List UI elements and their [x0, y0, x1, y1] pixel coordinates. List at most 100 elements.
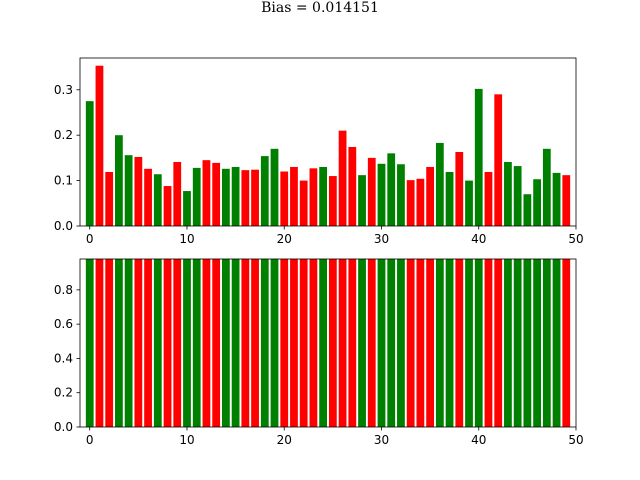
bar-41 — [484, 171, 493, 226]
x-tick-label: 20 — [277, 433, 292, 447]
bar-21 — [290, 166, 298, 226]
bar-26 — [338, 130, 347, 226]
bar-20 — [280, 171, 289, 226]
bar-28 — [358, 175, 366, 226]
bar-24 — [319, 259, 328, 427]
bar-45 — [523, 194, 532, 226]
bar-33 — [406, 259, 415, 427]
bar-10 — [183, 259, 191, 427]
bar-48 — [552, 259, 561, 427]
y-tick-label: 0.1 — [54, 174, 73, 188]
bar-43 — [504, 259, 512, 427]
bar-36 — [435, 259, 444, 427]
bar-22 — [299, 259, 308, 427]
bar-46 — [533, 179, 541, 226]
bar-5 — [134, 156, 143, 226]
bar-4 — [124, 259, 133, 427]
bar-2 — [105, 259, 114, 427]
bar-3 — [115, 135, 123, 226]
bar-17 — [251, 169, 259, 226]
bar-20 — [280, 259, 289, 427]
bar-12 — [202, 259, 211, 427]
bar-9 — [173, 161, 182, 226]
bar-47 — [542, 259, 551, 427]
bar-7 — [153, 259, 162, 427]
x-tick-label: 40 — [471, 433, 486, 447]
bar-41 — [484, 259, 493, 427]
x-tick-label: 10 — [179, 232, 194, 246]
bar-16 — [241, 170, 250, 226]
bar-35 — [426, 166, 435, 226]
x-tick-label: 0 — [86, 433, 94, 447]
axes-frame — [79, 258, 577, 428]
bar-9 — [173, 259, 182, 427]
bar-0 — [85, 101, 94, 226]
bar-7 — [153, 174, 162, 226]
figure-title: Bias = 0.014151 — [261, 0, 379, 16]
bar-11 — [192, 259, 201, 427]
x-tick-label: 40 — [471, 232, 486, 246]
bar-19 — [270, 259, 279, 427]
bar-44 — [513, 259, 522, 427]
bar-26 — [338, 259, 347, 427]
bar-35 — [426, 259, 435, 427]
bar-40 — [474, 88, 483, 226]
bar-33 — [406, 180, 415, 226]
bar-24 — [319, 166, 328, 226]
bar-31 — [387, 259, 396, 427]
x-tick-label: 20 — [277, 232, 292, 246]
bar-23 — [309, 168, 318, 226]
bar-1 — [95, 65, 104, 226]
x-tick-label: 50 — [568, 433, 583, 447]
y-tick-label: 0.0 — [54, 219, 73, 233]
bar-18 — [260, 156, 269, 226]
bar-30 — [377, 259, 386, 427]
bar-18 — [260, 259, 269, 427]
bar-19 — [270, 148, 279, 226]
bar-30 — [377, 163, 386, 226]
bar-5 — [134, 259, 143, 427]
bar-8 — [163, 186, 172, 226]
x-tick-label: 30 — [374, 433, 389, 447]
bar-15 — [231, 259, 240, 427]
bar-15 — [231, 166, 240, 226]
bar-10 — [183, 191, 191, 226]
bar-25 — [328, 259, 337, 427]
bar-40 — [474, 259, 483, 427]
bar-42 — [494, 259, 503, 427]
bar-13 — [212, 162, 221, 226]
bar-46 — [533, 259, 541, 427]
bar-0 — [85, 259, 94, 427]
bar-3 — [115, 259, 123, 427]
axes-frame — [79, 57, 577, 227]
bar-17 — [251, 259, 259, 427]
bar-21 — [290, 259, 298, 427]
bar-47 — [542, 148, 551, 226]
bar-49 — [562, 259, 571, 427]
bar-38 — [455, 259, 464, 427]
bar-16 — [241, 259, 250, 427]
bar-44 — [513, 166, 522, 226]
x-tick-label: 10 — [179, 433, 194, 447]
bar-14 — [221, 259, 230, 427]
bar-49 — [562, 175, 571, 226]
bottom-bar-chart: 0 10 20 30 40 50 0.0 0.2 0.4 0.6 0.8 — [54, 258, 584, 447]
y-tick-label: 0.4 — [54, 351, 73, 365]
bar-34 — [416, 178, 425, 226]
x-tick-label: 0 — [86, 232, 94, 246]
bar-29 — [367, 157, 376, 226]
bar-6 — [144, 259, 152, 427]
bar-1 — [95, 259, 104, 427]
y-tick-label: 0.2 — [54, 386, 73, 400]
bar-32 — [397, 259, 405, 427]
bar-42 — [494, 94, 503, 226]
x-tick-label: 50 — [568, 232, 583, 246]
bar-11 — [192, 167, 201, 226]
bar-22 — [299, 180, 308, 226]
bar-36 — [435, 142, 444, 226]
bar-2 — [105, 171, 114, 226]
bar-34 — [416, 259, 425, 427]
bar-43 — [504, 161, 512, 226]
y-tick-label: 0.2 — [54, 128, 73, 142]
